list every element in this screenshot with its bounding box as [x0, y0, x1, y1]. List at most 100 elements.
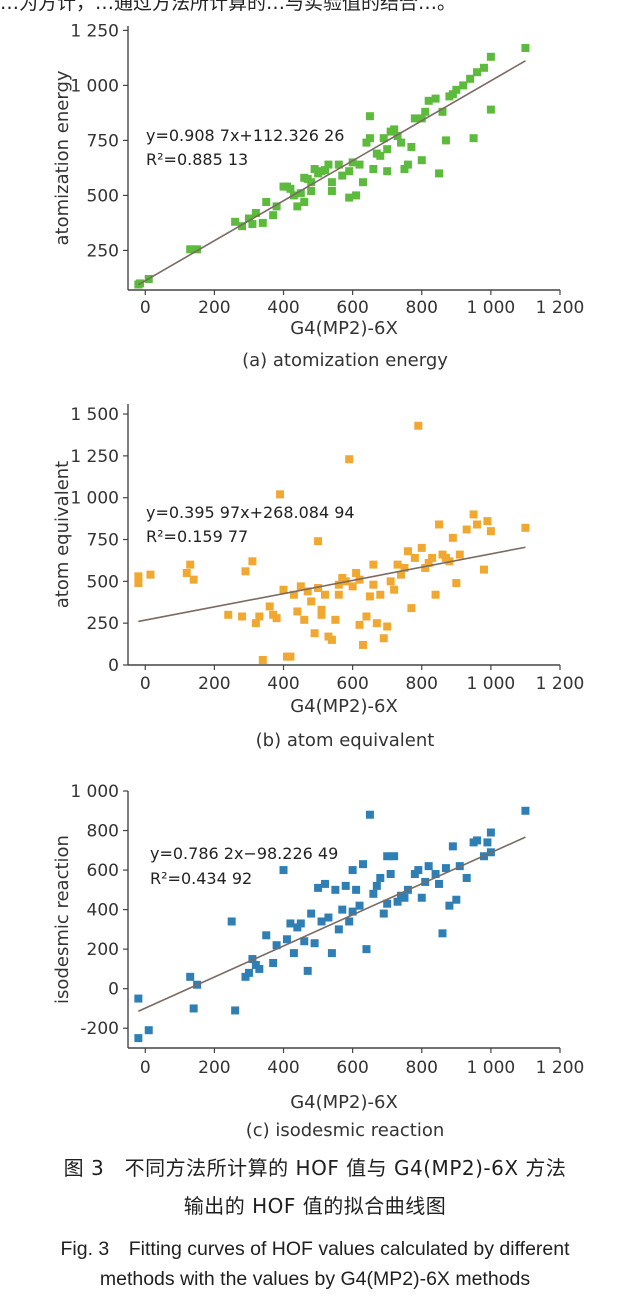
scatter-point	[369, 580, 378, 589]
scatter-point	[428, 553, 437, 562]
x-tick-label: 1 000	[467, 674, 516, 694]
scatter-point	[314, 584, 323, 593]
scatter-point	[383, 145, 392, 154]
scatter-point	[224, 610, 233, 619]
y-tick-label: 500	[87, 186, 119, 206]
x-tick-label: 1 200	[536, 1058, 585, 1078]
x-axis-label: G4(MP2)-6X	[290, 696, 398, 717]
y-tick-label: 600	[87, 861, 119, 881]
scatter-point	[372, 619, 381, 628]
scatter-point	[431, 870, 440, 879]
scatter-point	[231, 217, 240, 226]
fit-line	[138, 546, 526, 623]
scatter-point	[483, 517, 492, 526]
x-tick-label: 400	[267, 1058, 299, 1078]
scatter-point	[334, 590, 343, 599]
scatter-point	[393, 897, 402, 906]
fit-equation: y=0.786 2x−98.226 49	[150, 844, 338, 863]
r-squared-label: R²=0.434 92	[150, 869, 252, 888]
scatter-point	[238, 612, 247, 621]
figure-caption-cn-line1: 图 3 不同方法所计算的 HOF 值与 G4(MP2)-6X 方法	[63, 1156, 567, 1180]
scatter-point	[365, 134, 374, 143]
scatter-point	[455, 550, 464, 559]
scatter-point	[248, 220, 257, 228]
scatter-point	[327, 178, 336, 187]
scatter-point	[248, 955, 257, 964]
scatter-point	[421, 107, 430, 116]
scatter-point	[286, 652, 295, 661]
scatter-point	[435, 879, 444, 888]
scatter-point	[431, 94, 440, 103]
scatter-point	[310, 939, 319, 948]
scatter-point	[473, 836, 482, 845]
scatter-point	[310, 165, 319, 173]
scatter-point	[417, 893, 426, 902]
x-tick-label: 200	[198, 1058, 230, 1078]
scatter-point	[300, 198, 309, 206]
y-tick-label: -200	[80, 1019, 119, 1039]
figure-caption-en-line1: Fig. 3 Fitting curves of HOF values calc…	[60, 1238, 570, 1260]
fit-line	[138, 836, 526, 1012]
x-tick-label: 200	[198, 674, 230, 694]
scatter-point	[369, 889, 378, 898]
x-tick-label: 1 000	[467, 298, 516, 318]
y-tick-label: 1 000	[70, 782, 119, 802]
scatter-point	[345, 193, 354, 202]
y-tick-label: 0	[108, 656, 119, 676]
scatter-point	[462, 525, 471, 534]
scatter-point	[403, 160, 412, 169]
y-axis-label: atomization energy	[52, 70, 73, 245]
y-tick-label: 1 500	[70, 405, 119, 425]
scatter-point	[307, 178, 316, 187]
scatter-point	[383, 899, 392, 908]
scatter-point	[348, 582, 357, 591]
x-tick-label: 0	[140, 1058, 151, 1078]
scatter-point	[334, 160, 343, 169]
chart-panel-b: 0 200 400 600 800 1 000 1 200 0 250 500 750 1 000 1 …	[0, 378, 630, 758]
scatter-point	[365, 810, 374, 819]
scatter-point	[317, 917, 326, 926]
scatter-point	[314, 537, 323, 546]
scatter-point	[424, 96, 433, 105]
scatter-point	[459, 81, 468, 90]
scatter-point	[134, 1034, 143, 1043]
scatter-point	[307, 187, 316, 195]
scatter-point	[334, 580, 343, 589]
scatter-point	[486, 105, 495, 114]
figure-caption-cn-line2: 输出的 HOF 值的拟合曲线图	[183, 1194, 447, 1218]
scatter-point	[521, 44, 530, 52]
scatter-point	[376, 873, 385, 882]
scatter-point	[479, 63, 488, 72]
scatter-point	[134, 572, 143, 581]
scatter-point	[269, 211, 278, 220]
scatter-point	[296, 919, 305, 928]
scatter-point	[286, 184, 295, 193]
scatter-point	[452, 895, 461, 904]
chart-panel-c: 0 200 400 600 800 1 000 1 200 -200 0 200 400 600 800…	[0, 758, 630, 1144]
scatter-point	[359, 860, 368, 869]
scatter-point	[269, 958, 278, 967]
x-tick-label: 400	[267, 298, 299, 318]
scatter-point	[393, 560, 402, 569]
scatter-point	[282, 935, 291, 944]
scatter-point	[320, 879, 329, 888]
x-tick-label: 1 200	[536, 674, 585, 694]
scatter-point	[359, 640, 368, 649]
scatter-point	[134, 579, 143, 588]
scatter-point	[307, 909, 316, 918]
y-tick-label: 0	[108, 980, 119, 1000]
scatter-point	[372, 881, 381, 890]
fit-equation: y=0.395 97x+268.084 94	[146, 503, 355, 522]
chart-b-svg: 0 200 400 600 800 1 000 1 200 0 250 500 750 1 000 1 …	[52, 404, 585, 751]
r-squared-label: R²=0.159 77	[146, 527, 248, 546]
x-axis-label: G4(MP2)-6X	[290, 1092, 398, 1113]
x-tick-label: 0	[140, 674, 151, 694]
top-text-fragment: …为方计，…通过方法所计算的…与实验值的结合…。	[0, 0, 457, 12]
subplot-caption: (a) atomization energy	[242, 350, 448, 371]
scatter-point	[386, 577, 395, 586]
scatter-point	[521, 523, 530, 532]
scatter-point	[469, 134, 478, 143]
scatter-point	[390, 585, 399, 594]
x-tick-label: 600	[336, 298, 368, 318]
scatter-point	[258, 218, 267, 227]
